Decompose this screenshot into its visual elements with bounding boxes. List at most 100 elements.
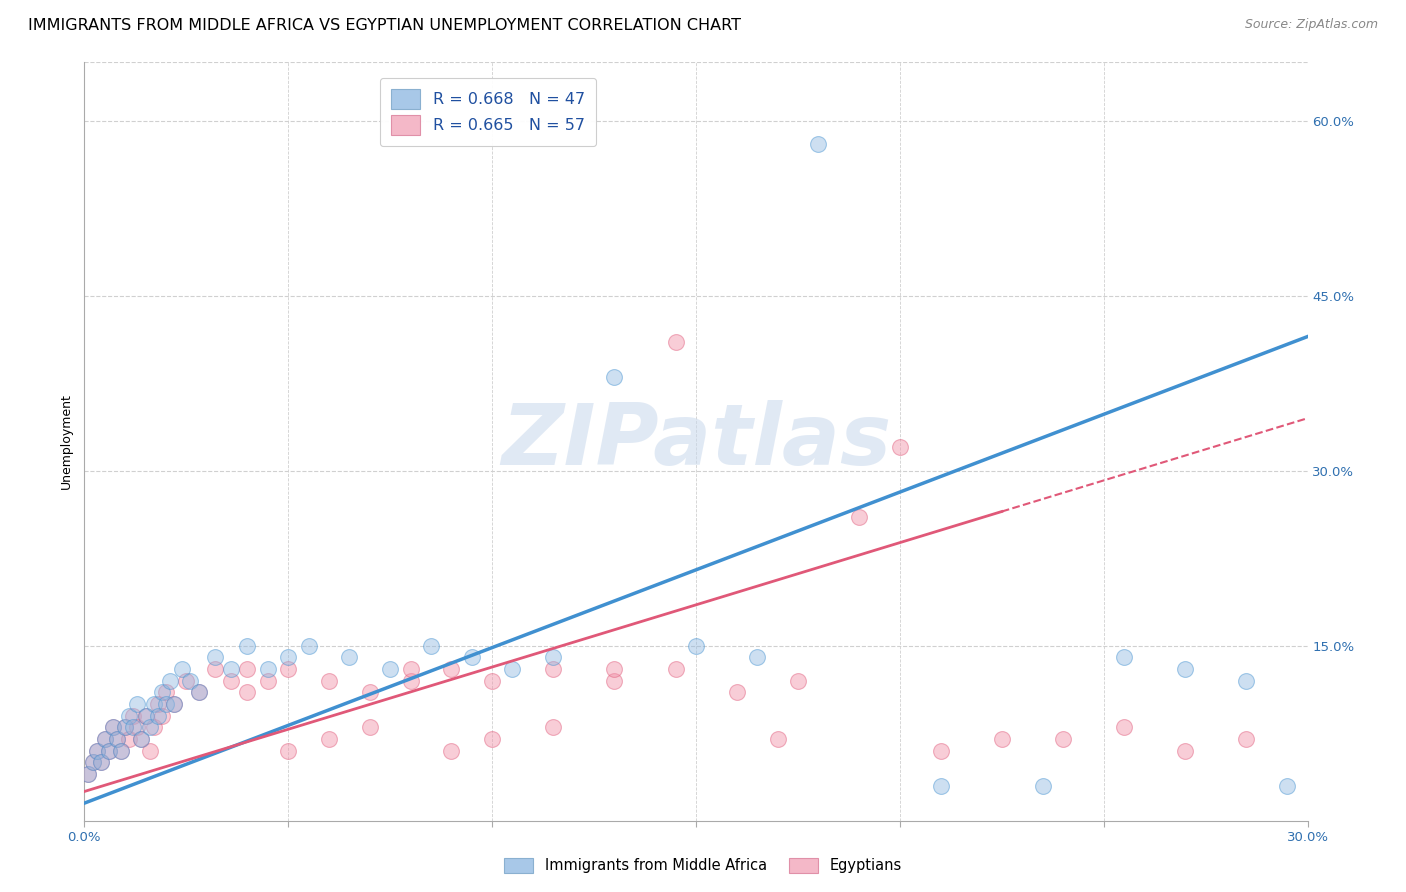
- Point: [179, 673, 201, 688]
- Point: [1236, 673, 1258, 688]
- Point: [110, 744, 132, 758]
- Text: Source: ZipAtlas.com: Source: ZipAtlas.com: [1244, 18, 1378, 31]
- Point: [146, 697, 169, 711]
- Point: [929, 779, 952, 793]
- Point: [163, 697, 186, 711]
- Point: [187, 685, 209, 699]
- Point: [236, 685, 259, 699]
- Point: [150, 685, 173, 699]
- Point: [101, 720, 124, 734]
- Point: [86, 744, 108, 758]
- Point: [82, 756, 104, 770]
- Point: [277, 650, 299, 665]
- Point: [399, 662, 422, 676]
- Point: [105, 731, 128, 746]
- Point: [359, 685, 381, 699]
- Point: [543, 662, 565, 676]
- Point: [1052, 731, 1074, 746]
- Point: [77, 767, 100, 781]
- Point: [114, 720, 136, 734]
- Point: [1174, 662, 1197, 676]
- Point: [440, 662, 463, 676]
- Point: [174, 673, 197, 688]
- Point: [122, 708, 145, 723]
- Point: [747, 650, 769, 665]
- Point: [257, 662, 280, 676]
- Point: [807, 137, 830, 152]
- Point: [135, 708, 157, 723]
- Point: [461, 650, 484, 665]
- Point: [114, 720, 136, 734]
- Point: [236, 662, 259, 676]
- Point: [889, 441, 911, 455]
- Point: [257, 673, 280, 688]
- Point: [787, 673, 810, 688]
- Point: [204, 662, 226, 676]
- Point: [142, 697, 165, 711]
- Point: [172, 662, 194, 676]
- Point: [118, 708, 141, 723]
- Point: [135, 708, 157, 723]
- Text: IMMIGRANTS FROM MIDDLE AFRICA VS EGYPTIAN UNEMPLOYMENT CORRELATION CHART: IMMIGRANTS FROM MIDDLE AFRICA VS EGYPTIA…: [28, 18, 741, 33]
- Point: [502, 662, 524, 676]
- Point: [991, 731, 1014, 746]
- Point: [399, 673, 422, 688]
- Point: [1032, 779, 1054, 793]
- Point: [277, 662, 299, 676]
- Point: [665, 335, 688, 350]
- Point: [543, 720, 565, 734]
- Point: [603, 662, 626, 676]
- Point: [138, 744, 160, 758]
- Point: [603, 370, 626, 384]
- Point: [93, 731, 115, 746]
- Point: [929, 744, 952, 758]
- Point: [339, 650, 361, 665]
- Point: [86, 744, 108, 758]
- Point: [380, 662, 402, 676]
- Y-axis label: Unemployment: Unemployment: [59, 393, 73, 490]
- Point: [298, 639, 321, 653]
- Point: [1114, 650, 1136, 665]
- Point: [150, 708, 173, 723]
- Point: [1236, 731, 1258, 746]
- Point: [127, 697, 149, 711]
- Point: [481, 731, 503, 746]
- Point: [725, 685, 748, 699]
- Point: [1277, 779, 1299, 793]
- Legend: Immigrants from Middle Africa, Egyptians: Immigrants from Middle Africa, Egyptians: [496, 850, 910, 880]
- Point: [318, 673, 340, 688]
- Point: [93, 731, 115, 746]
- Point: [90, 756, 112, 770]
- Point: [159, 673, 181, 688]
- Point: [359, 720, 381, 734]
- Point: [277, 744, 299, 758]
- Point: [127, 720, 149, 734]
- Point: [90, 756, 112, 770]
- Point: [155, 685, 177, 699]
- Point: [219, 662, 242, 676]
- Point: [82, 756, 104, 770]
- Point: [766, 731, 789, 746]
- Point: [155, 697, 177, 711]
- Point: [131, 731, 153, 746]
- Legend: R = 0.668   N = 47, R = 0.665   N = 57: R = 0.668 N = 47, R = 0.665 N = 57: [380, 78, 596, 145]
- Point: [105, 731, 128, 746]
- Point: [685, 639, 707, 653]
- Point: [1174, 744, 1197, 758]
- Point: [122, 720, 145, 734]
- Point: [665, 662, 688, 676]
- Point: [318, 731, 340, 746]
- Point: [138, 720, 160, 734]
- Point: [440, 744, 463, 758]
- Point: [97, 744, 120, 758]
- Point: [481, 673, 503, 688]
- Point: [204, 650, 226, 665]
- Point: [97, 744, 120, 758]
- Point: [420, 639, 443, 653]
- Point: [219, 673, 242, 688]
- Point: [131, 731, 153, 746]
- Point: [77, 767, 100, 781]
- Point: [848, 510, 870, 524]
- Point: [543, 650, 565, 665]
- Point: [101, 720, 124, 734]
